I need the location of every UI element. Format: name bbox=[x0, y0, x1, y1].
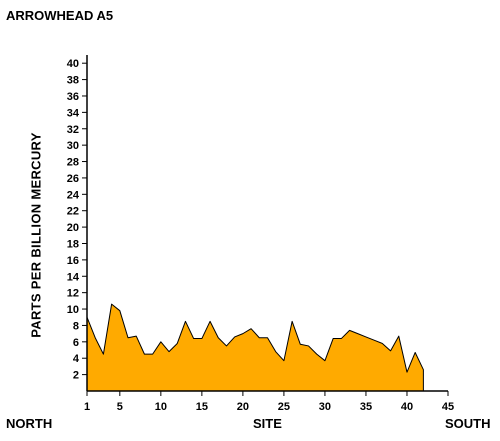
y-tick-label: 38 bbox=[67, 75, 79, 87]
y-tick-label: 10 bbox=[67, 304, 79, 316]
y-tick-label: 36 bbox=[67, 91, 79, 103]
y-tick-label: 32 bbox=[67, 124, 79, 136]
south-label: SOUTH bbox=[445, 416, 491, 431]
y-tick-label: 6 bbox=[73, 337, 79, 349]
y-tick-label: 20 bbox=[67, 222, 79, 234]
x-tick-label: 35 bbox=[360, 401, 372, 413]
y-tick-label: 18 bbox=[67, 238, 79, 250]
y-tick-label: 12 bbox=[67, 288, 79, 300]
chart-title: ARROWHEAD A5 bbox=[6, 8, 114, 23]
y-tick-label: 34 bbox=[67, 107, 80, 119]
y-tick-label: 24 bbox=[67, 189, 80, 201]
y-tick-label: 28 bbox=[67, 157, 79, 169]
x-tick-label: 45 bbox=[442, 401, 454, 413]
x-tick-label: 5 bbox=[117, 401, 123, 413]
y-tick-label: 4 bbox=[73, 353, 80, 365]
y-tick-label: 30 bbox=[67, 140, 79, 152]
x-axis-label: SITE bbox=[253, 416, 282, 431]
y-tick-label: 40 bbox=[67, 58, 79, 70]
y-tick-label: 2 bbox=[73, 370, 79, 382]
x-tick-label: 15 bbox=[196, 401, 208, 413]
x-tick-label: 1 bbox=[84, 401, 90, 413]
y-tick-label: 22 bbox=[67, 206, 79, 218]
y-tick-label: 14 bbox=[67, 271, 80, 283]
y-tick-label: 8 bbox=[73, 320, 79, 332]
mercury-area-series bbox=[86, 303, 424, 392]
x-tick-label: 20 bbox=[237, 401, 249, 413]
x-tick-label: 25 bbox=[278, 401, 290, 413]
x-tick-label: 40 bbox=[401, 401, 413, 413]
y-tick-label: 16 bbox=[67, 255, 79, 267]
x-tick-label: 30 bbox=[319, 401, 331, 413]
y-tick-label: 26 bbox=[67, 173, 79, 185]
x-tick-label: 10 bbox=[155, 401, 167, 413]
north-label: NORTH bbox=[6, 416, 53, 431]
